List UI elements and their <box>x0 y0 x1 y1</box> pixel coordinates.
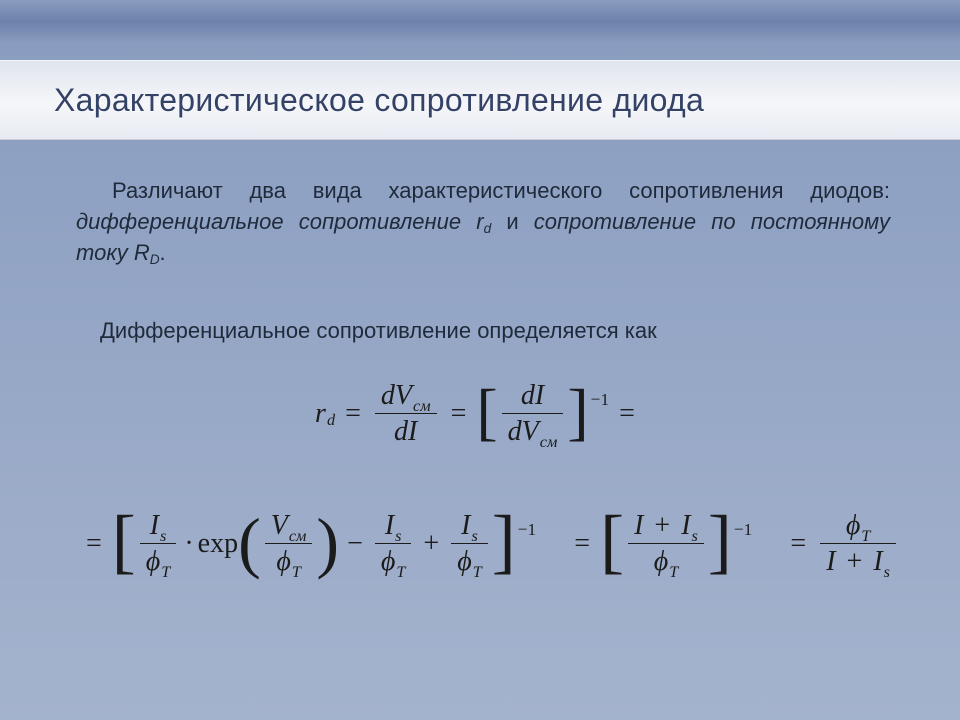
intro-paragraph: Различают два вида характеристического с… <box>76 175 890 269</box>
sym-s-sub: s <box>692 527 698 545</box>
sym-I: I <box>826 546 835 577</box>
plus-op: + <box>847 546 863 577</box>
sym-T-sub: T <box>473 563 482 581</box>
sym-I: I <box>873 546 882 577</box>
para-lead: Различают два вида характеристического с… <box>112 178 890 203</box>
minus-op: − <box>347 528 363 560</box>
sym-cm-sub: см <box>413 397 431 415</box>
sym-T-sub: T <box>396 563 405 581</box>
right-bracket: ] <box>567 386 588 437</box>
frac-Is-phiT: Is ϕT <box>451 510 488 578</box>
para-em2-sub: D <box>150 252 160 267</box>
f2-group-1: = [ Is ϕT · exp ( Vсм ϕT ) − Is ϕT <box>76 510 536 578</box>
sym-s-sub: s <box>884 563 890 581</box>
para-end: . <box>160 240 166 265</box>
sym-cm-sub: см <box>540 433 558 451</box>
plus-op: + <box>423 528 439 560</box>
slide-title: Характеристическое сопротивление диода <box>54 82 704 119</box>
sym-dI: dI <box>515 380 550 411</box>
sym-dI: dI <box>388 416 423 447</box>
sym-T-sub: T <box>669 563 678 581</box>
right-paren: ) <box>316 515 339 569</box>
left-paren: ( <box>238 515 261 569</box>
right-bracket: ] <box>708 513 732 571</box>
eq-sign: = <box>619 398 635 430</box>
para-em1: дифференциальное сопротивление r <box>76 209 484 234</box>
formula-line-2: = [ Is ϕT · exp ( Vсм ϕT ) − Is ϕT <box>76 510 900 578</box>
sym-phi: ϕ <box>276 546 291 577</box>
exponent-inv: −1 <box>518 520 536 540</box>
left-bracket: [ <box>112 513 136 571</box>
frac-Is-phiT: Is ϕT <box>375 510 412 578</box>
frac-Vcm-phiT: Vсм ϕT <box>265 510 313 578</box>
plus-op: + <box>654 510 670 541</box>
frac-IplusIs-phiT: I + Is ϕT <box>628 510 704 578</box>
sym-I: I <box>150 510 159 541</box>
sym-I: I <box>681 510 690 541</box>
sym-phi: ϕ <box>457 546 472 577</box>
eq-sign: = <box>86 528 102 560</box>
sym-dV: dV <box>508 416 539 447</box>
right-bracket: ] <box>492 513 516 571</box>
title-band: Характеристическое сопротивление диода <box>0 60 960 140</box>
sym-T-sub: T <box>292 563 301 581</box>
sym-exp: exp <box>198 528 238 560</box>
formula-line-1: rd = dVсм dI = [ dI dVсм ] −1 = <box>0 380 960 448</box>
sym-s-sub: s <box>395 527 401 545</box>
sym-phi: ϕ <box>654 546 669 577</box>
dot-op: · <box>184 528 193 560</box>
sym-r-sub: d <box>327 411 335 430</box>
sym-I: I <box>461 510 470 541</box>
exponent-inv: −1 <box>734 520 752 540</box>
f2-group-2: = [ I + Is ϕT ] −1 <box>564 510 752 578</box>
sym-phi: ϕ <box>846 510 861 541</box>
sym-dV: dV <box>381 380 412 411</box>
frac-di-dv: dI dVсм <box>502 380 564 448</box>
eq-sign: = <box>451 398 467 430</box>
f2-group-3: = ϕT I + Is <box>780 510 900 578</box>
frac-phiT-IplusIs: ϕT I + Is <box>820 510 896 578</box>
para-em1-sub: d <box>484 221 492 236</box>
frac-Is-phiT: Is ϕT <box>140 510 177 578</box>
sym-cm-sub: см <box>289 527 307 545</box>
para-mid: и <box>491 209 534 234</box>
sym-phi: ϕ <box>146 546 161 577</box>
eq-sign: = <box>790 528 806 560</box>
exponent-inv: −1 <box>591 390 609 410</box>
slide: Характеристическое сопротивление диода Р… <box>0 0 960 720</box>
subheading: Дифференциальное сопротивление определяе… <box>100 318 890 344</box>
left-bracket: [ <box>600 513 624 571</box>
sym-r: r <box>315 398 326 430</box>
sym-T-sub: T <box>161 563 170 581</box>
frac-dv-di: dVсм dI <box>375 380 437 448</box>
sym-s-sub: s <box>471 527 477 545</box>
eq-sign: = <box>574 528 590 560</box>
sym-I: I <box>385 510 394 541</box>
left-bracket: [ <box>476 386 497 437</box>
sym-I: I <box>634 510 643 541</box>
sym-T-sub: T <box>861 527 870 545</box>
sym-V: V <box>271 510 288 541</box>
sym-s-sub: s <box>160 527 166 545</box>
eq-sign: = <box>345 398 361 430</box>
sym-phi: ϕ <box>381 546 396 577</box>
